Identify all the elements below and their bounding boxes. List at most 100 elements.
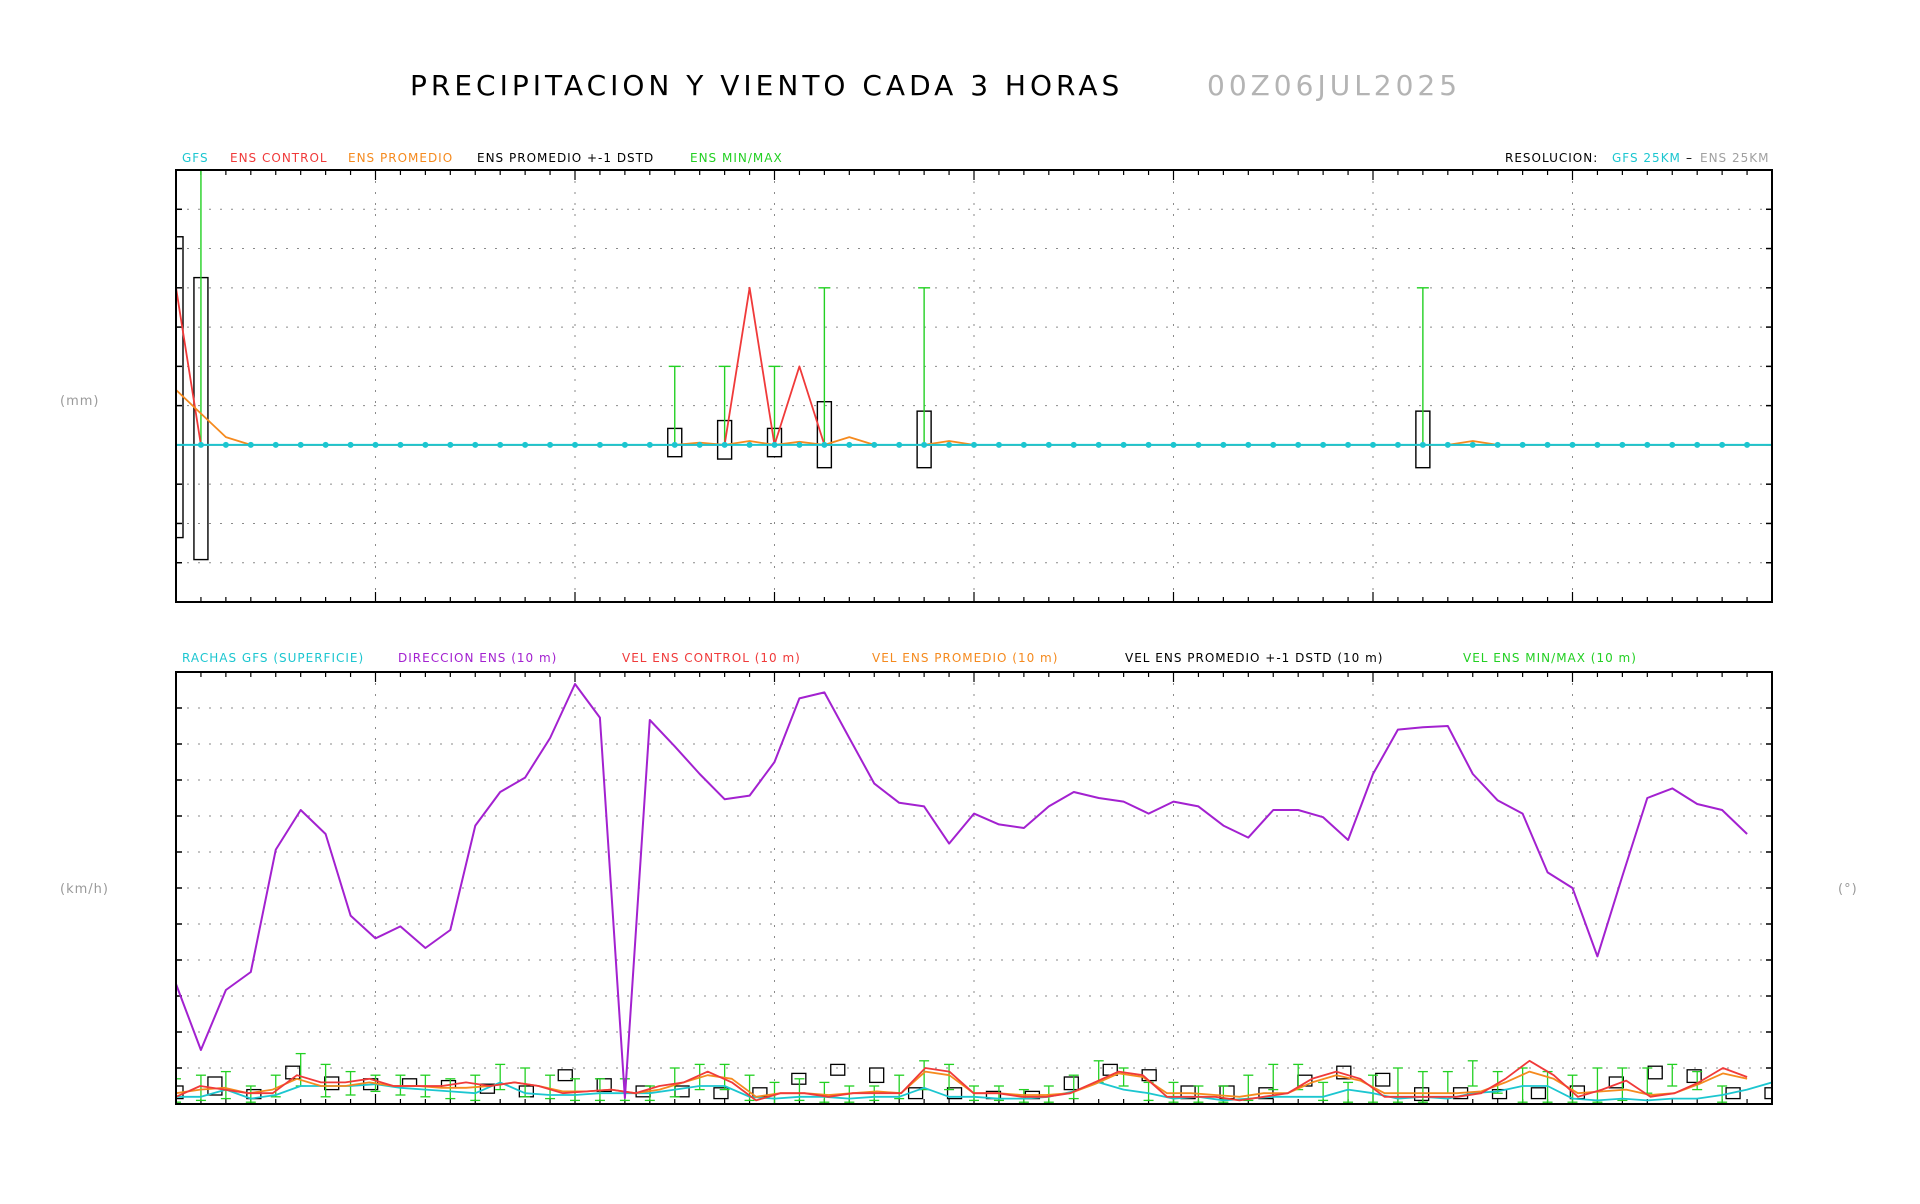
gfs-point — [1170, 441, 1177, 448]
gfs-point — [1045, 441, 1052, 448]
legend-ens-minmax: ENS MIN/MAX — [690, 151, 783, 165]
gfs-point — [322, 441, 329, 448]
gfs-point — [1744, 441, 1751, 448]
dstd-box — [1375, 1072, 1391, 1087]
gfs-point — [297, 441, 304, 448]
legend-vel-dstd: VEL ENS PROMEDIO +-1 DSTD (10 m) — [1125, 651, 1384, 665]
gfs-point — [1095, 441, 1102, 448]
gfs-point — [1419, 441, 1426, 448]
dstd-box — [1764, 1087, 1772, 1100]
legend-ens-promedio: ENS PROMEDIO — [348, 151, 453, 165]
dstd-box — [830, 1063, 846, 1076]
gfs-point — [771, 441, 778, 448]
gfs-point — [197, 441, 204, 448]
legend-gusts-gfs: RACHAS GFS (SUPERFICIE) — [182, 651, 364, 665]
gfs-point — [1245, 441, 1252, 448]
gusts-gfs-line — [176, 1081, 1772, 1102]
gfs-point — [547, 441, 554, 448]
dstd-box — [479, 1083, 496, 1094]
ens-promedio-line — [176, 389, 1772, 446]
gfs-point — [1270, 441, 1277, 448]
wind-unit-right: (°) — [1838, 882, 1858, 897]
gfs-point — [247, 441, 254, 448]
gfs-point — [1195, 441, 1202, 448]
dstd-box — [869, 1067, 885, 1084]
dstd-box — [1686, 1069, 1702, 1084]
legend-ens-dstd: ENS PROMEDIO +-1 DSTD — [477, 151, 654, 165]
gfs-point — [621, 441, 628, 448]
dstd-box — [557, 1069, 573, 1082]
gfs-point — [397, 441, 404, 448]
gfs-point — [921, 441, 928, 448]
legend-direction-ens: DIRECCION ENS (10 m) — [398, 651, 557, 665]
vel-control-line — [176, 1059, 1748, 1102]
gfs-point — [1220, 441, 1227, 448]
gfs-point — [696, 441, 703, 448]
gfs-point — [272, 441, 279, 448]
gfs-point — [1619, 441, 1626, 448]
gfs-point — [1569, 441, 1576, 448]
gfs-point — [497, 441, 504, 448]
wind-legend: RACHAS GFS (SUPERFICIE) DIRECCION ENS (1… — [182, 651, 1637, 665]
gfs-point — [995, 441, 1002, 448]
gfs-point — [746, 441, 753, 448]
gfs-point — [472, 441, 479, 448]
gfs-point — [1494, 441, 1501, 448]
gfs-point — [871, 441, 878, 448]
legend-res-gfs: GFS 25KM — [1612, 151, 1681, 165]
gfs-point — [1020, 441, 1027, 448]
gfs-point — [1345, 441, 1352, 448]
dstd-box — [946, 1087, 963, 1100]
gfs-point — [1394, 441, 1401, 448]
plot-area — [176, 683, 1772, 1104]
gfs-point — [721, 441, 728, 448]
gfs-point — [1594, 441, 1601, 448]
gfs-point — [1469, 441, 1476, 448]
precip-plot — [175, 169, 1773, 603]
legend-vel-control: VEL ENS CONTROL (10 m) — [622, 651, 801, 665]
gfs-point — [1444, 441, 1451, 448]
dstd-box — [1725, 1087, 1741, 1100]
gfs-point — [1719, 441, 1726, 448]
gfs-point — [522, 441, 529, 448]
gfs-point — [1644, 441, 1651, 448]
gfs-point — [671, 441, 678, 448]
legend-vel-minmax: VEL ENS MIN/MAX (10 m) — [1463, 651, 1637, 665]
dstd-box — [1530, 1087, 1547, 1100]
legend-resolution: RESOLUCION: — [1505, 151, 1598, 165]
dstd-box — [1647, 1065, 1663, 1080]
dstd-box — [1063, 1076, 1079, 1091]
gfs-point — [1320, 441, 1327, 448]
gfs-point — [1120, 441, 1127, 448]
chart-title: PRECIPITACION Y VIENTO CADA 3 HORAS — [410, 69, 1123, 102]
gfs-point — [971, 441, 977, 448]
gfs-point — [796, 441, 803, 448]
wind-plot — [175, 671, 1773, 1105]
gfs-point — [572, 441, 578, 448]
gfs-point — [646, 441, 653, 448]
dstd-box — [1491, 1088, 1508, 1100]
gfs-point — [372, 441, 379, 448]
dstd-box — [207, 1076, 223, 1096]
gfs-point — [846, 441, 853, 448]
gfs-point — [1295, 441, 1302, 448]
gfs-point — [1519, 441, 1526, 448]
gfs-point — [946, 441, 953, 448]
dstd-box — [1414, 1087, 1430, 1102]
legend-vel-promedio: VEL ENS PROMEDIO (10 m) — [872, 651, 1058, 665]
ens-control-line — [176, 286, 1772, 446]
plot-frame — [175, 169, 1773, 603]
gfs-point — [896, 441, 903, 448]
gfs-point — [447, 441, 454, 448]
legend-res-ens: ENS 25KM — [1700, 151, 1769, 165]
gfs-point — [422, 441, 429, 448]
gfs-point — [347, 441, 354, 448]
gfs-point — [1370, 441, 1376, 448]
run-date: 00Z06JUL2025 — [1207, 69, 1461, 102]
gfs-point — [1544, 441, 1551, 448]
gfs-point — [1070, 441, 1077, 448]
gfs-point — [1669, 441, 1676, 448]
gfs-point — [1694, 441, 1701, 448]
